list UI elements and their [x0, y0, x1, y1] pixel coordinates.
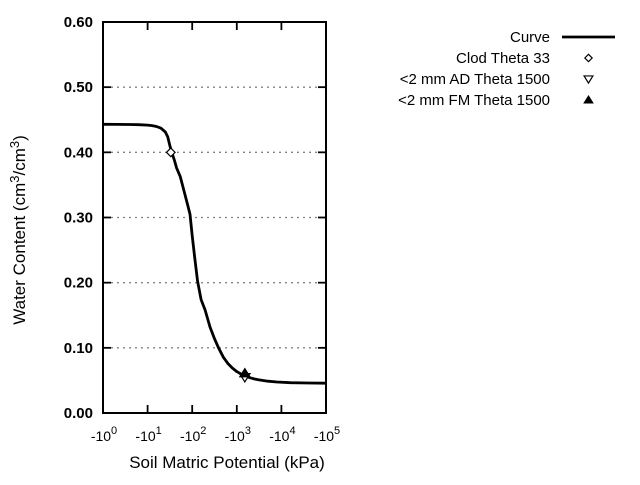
- curve-curve: [102, 122, 327, 385]
- point-clod-theta-33: [165, 147, 176, 158]
- x-tick-label: -104: [269, 425, 295, 444]
- series-layer: [102, 122, 327, 385]
- x-tick-label: -101: [135, 425, 161, 444]
- x-tick-label: -100: [91, 425, 117, 444]
- plot-border: [102, 21, 327, 414]
- x-tick-label: -102: [180, 425, 206, 444]
- x-tick-label: -105: [314, 425, 340, 444]
- y-tick-label: 0.50: [64, 79, 93, 96]
- y-tick-label: 0.40: [64, 144, 93, 161]
- legend-label-2-mm-ad-theta-1500: <2 mm AD Theta 1500: [400, 71, 550, 88]
- y-tick-label: 0.20: [64, 275, 93, 292]
- legend-marker-filled-triangle-up: [583, 94, 594, 104]
- y-tick-label: 0.60: [64, 14, 93, 31]
- x-axis-title: Soil Matric Potential (kPa): [129, 453, 325, 472]
- legend-label-2-mm-fm-theta-1500: <2 mm FM Theta 1500: [398, 92, 550, 109]
- y-tick-label: 0.30: [64, 210, 93, 227]
- labels-layer: Soil Matric Potential (kPa) Water Conten…: [7, 135, 325, 472]
- y-axis-title: Water Content (cm3/cm3): [7, 135, 29, 325]
- grid-layer: [105, 86, 324, 349]
- point-2-mm-fm-theta-1500: [238, 367, 251, 378]
- axes-layer: -100 -101 -102 -103 -104 -105 0.00 0.10 0.20 0.30…: [64, 14, 340, 444]
- legend: Curve Clod Theta 33 <2 mm AD Theta 1500 <2 …: [398, 29, 615, 109]
- legend-label-curve: Curve: [510, 29, 550, 46]
- legend-marker-open-triangle-down: [583, 75, 594, 85]
- y-tick-label: 0.00: [64, 405, 93, 422]
- y-tick-label: 0.10: [64, 340, 93, 357]
- legend-marker-open-diamond: [583, 53, 594, 63]
- x-tick-label: -103: [225, 425, 251, 444]
- legend-label-clod-theta-33: Clod Theta 33: [456, 50, 550, 67]
